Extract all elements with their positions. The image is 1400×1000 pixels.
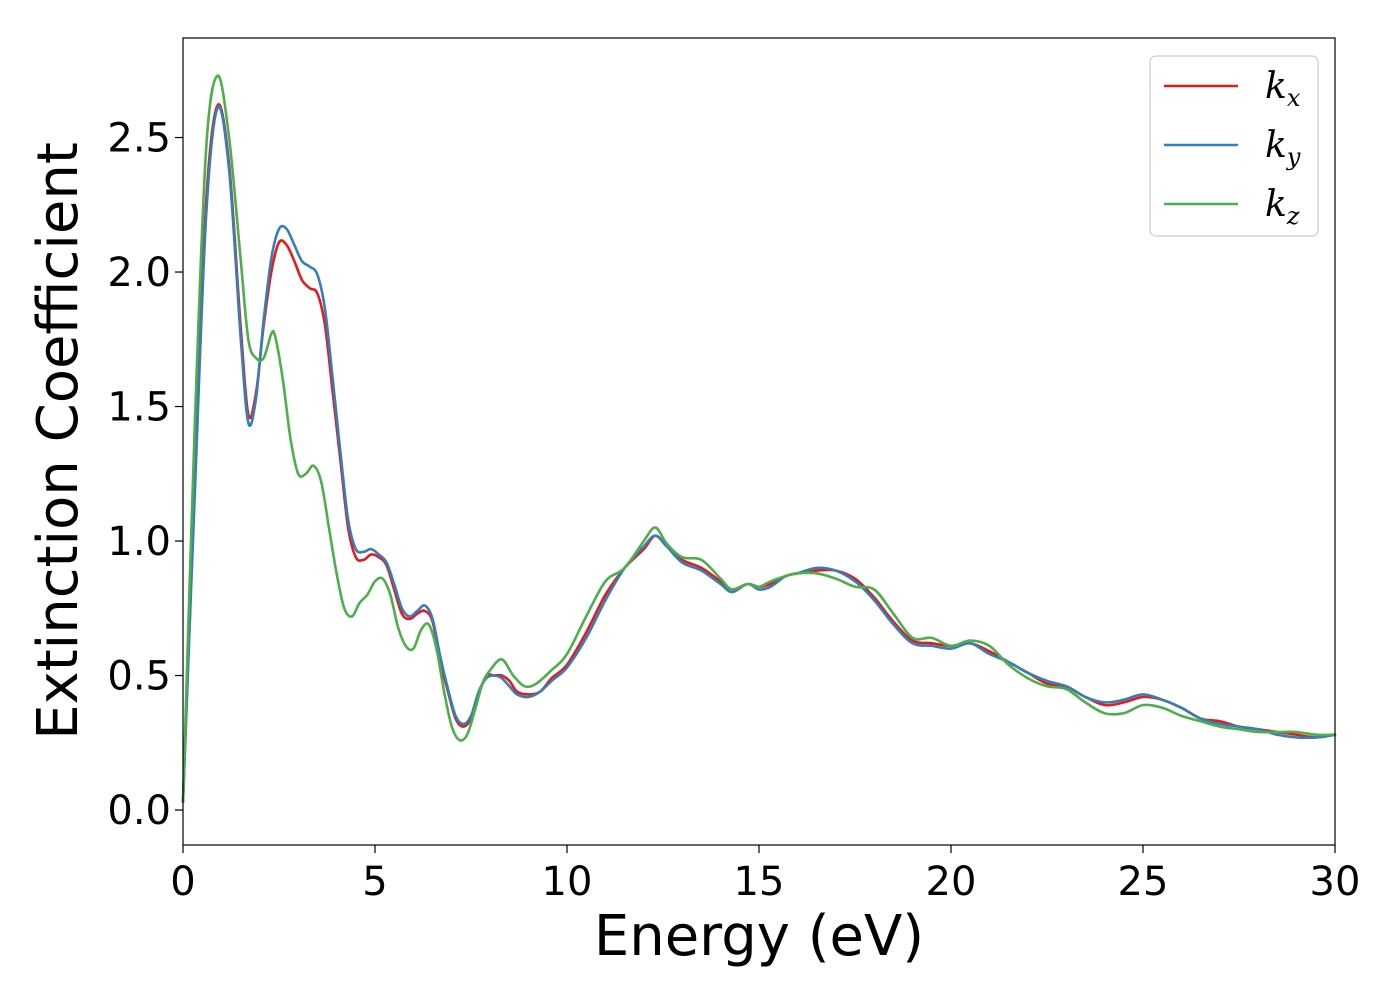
- legend: kx ky kz: [1149, 55, 1319, 237]
- x-tick-label: 15: [734, 859, 785, 905]
- x-axis-title: Energy (eV): [594, 904, 924, 969]
- y-tick-label: 1.0: [107, 519, 171, 565]
- plot-background: [183, 38, 1335, 845]
- legend-label-k-z: kz: [1265, 184, 1300, 230]
- x-tick-label: 20: [926, 859, 977, 905]
- y-axis-title: Extinction Coefficient: [26, 142, 91, 740]
- y-tick-label: 0.0: [107, 788, 171, 834]
- y-tick-label: 1.5: [107, 385, 171, 431]
- series-line-k-y: [181, 105, 1337, 804]
- series-layer: [181, 74, 1337, 804]
- x-tick-label: 10: [542, 859, 593, 905]
- y-tick-label: 0.5: [107, 654, 171, 700]
- x-tick-label: 30: [1310, 859, 1361, 905]
- series-line-k-z: [181, 74, 1337, 804]
- x-tick-label: 0: [170, 859, 195, 905]
- x-tick-label: 25: [1118, 859, 1169, 905]
- legend-label-k-y: ky: [1265, 125, 1301, 171]
- series-line-k-x: [181, 103, 1337, 804]
- legend-label-k-x: kx: [1265, 66, 1301, 112]
- y-tick-label: 2.5: [107, 116, 171, 162]
- legend-items: kx ky kz: [1164, 66, 1301, 230]
- x-tick-label: 5: [362, 859, 387, 905]
- y-axis: 0.0 0.5 1.0 1.5 2.0 2.5: [107, 116, 183, 834]
- x-axis: 0 5 10 15 20 25 30: [170, 845, 1360, 905]
- y-tick-label: 2.0: [107, 250, 171, 296]
